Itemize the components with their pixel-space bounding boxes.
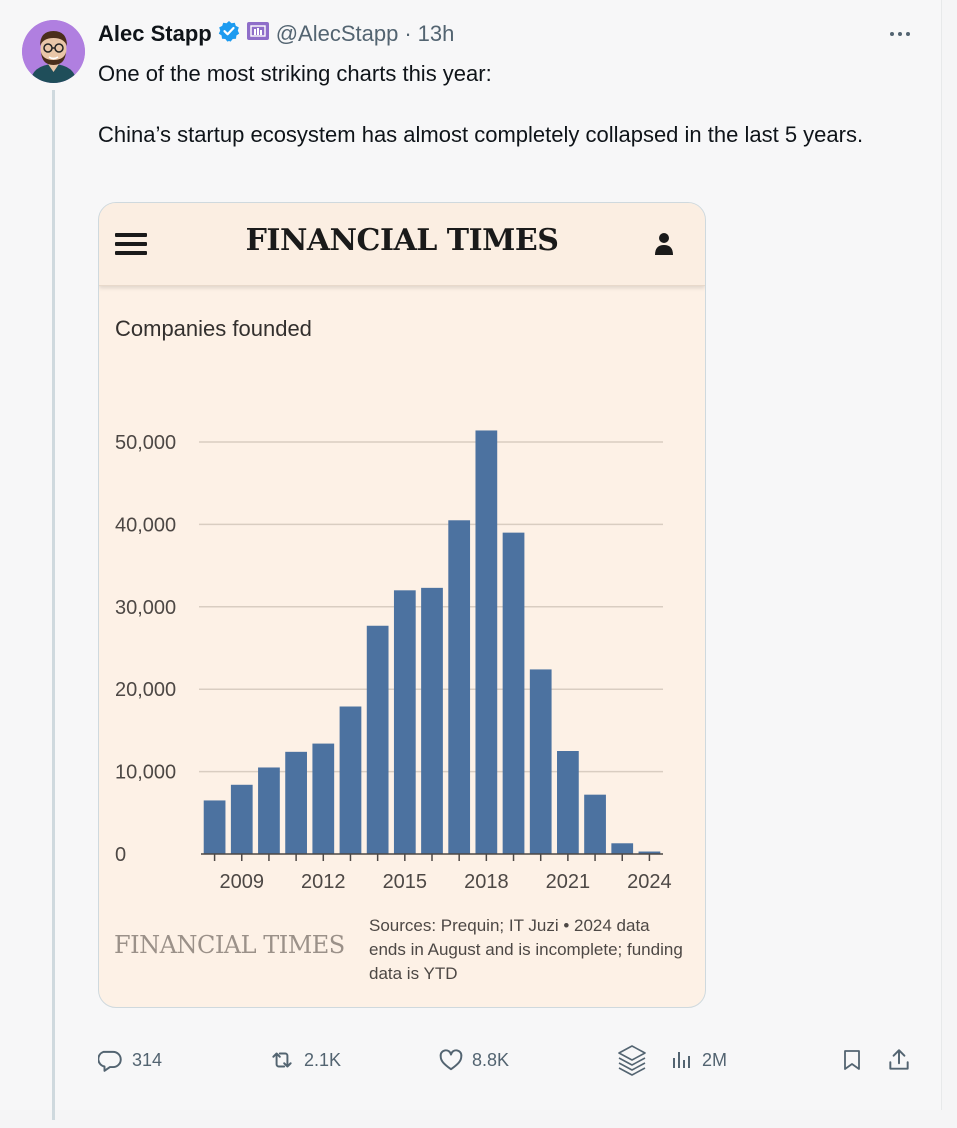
bar [475, 430, 498, 854]
more-options-icon[interactable] [884, 24, 916, 44]
repost-icon [272, 1052, 292, 1068]
author-avatar[interactable] [22, 20, 85, 83]
views-bar-icon [673, 1052, 690, 1068]
bar [448, 520, 471, 854]
heart-icon [439, 1049, 463, 1071]
affiliate-badge-icon[interactable] [246, 20, 270, 48]
bar [584, 794, 606, 854]
y-tick-label: 50,000 [115, 432, 176, 454]
reply-count: 314 [132, 1049, 163, 1070]
reply-button[interactable]: 314 [98, 1040, 162, 1080]
y-tick-label: 30,000 [115, 597, 176, 619]
hamburger-menu-icon [115, 233, 147, 255]
y-tick-label: 20,000 [115, 679, 176, 701]
bar [312, 743, 335, 854]
author-name[interactable]: Alec Stapp [98, 21, 212, 46]
author-handle[interactable]: @AlecStapp [275, 21, 399, 46]
grok-layers-button[interactable] [616, 1040, 648, 1080]
repost-button[interactable]: 2.1K [268, 1040, 341, 1080]
x-tick-label: 2021 [546, 871, 591, 893]
x-tick-label: 2015 [383, 871, 428, 893]
chart-sources: Sources: Prequin; IT Juzi • 2024 data en… [369, 916, 683, 983]
tweet-actions: 314 2.1K 8.8K 2M [98, 1040, 918, 1080]
header-separator: · [404, 21, 412, 46]
bookmark-button[interactable] [840, 1040, 864, 1080]
y-tick-label: 0 [115, 844, 126, 866]
bar [502, 532, 525, 854]
repost-count: 2.1K [304, 1049, 342, 1070]
verified-badge-icon [218, 20, 240, 48]
tweet-timestamp[interactable]: 13h [417, 21, 455, 46]
bookmark-icon [844, 1050, 860, 1070]
views-count: 2M [702, 1049, 728, 1070]
tweet-header: Alec Stapp @AlecStapp · 13h [98, 18, 454, 50]
bar [258, 767, 280, 854]
user-icon [653, 231, 675, 257]
y-tick-label: 40,000 [115, 514, 176, 536]
tweet-text-line-1: One of the most striking charts this yea… [98, 61, 492, 86]
x-tick-label: 2009 [220, 871, 265, 893]
bar [421, 587, 443, 854]
share-icon [889, 1049, 909, 1070]
bar [529, 669, 552, 854]
bar [611, 843, 634, 854]
views-button[interactable]: 2M [670, 1040, 727, 1080]
share-button[interactable] [886, 1040, 912, 1080]
ft-masthead: FINANCIAL TIMES [245, 223, 559, 258]
bar [638, 851, 661, 854]
layers-icon [618, 1045, 646, 1076]
ft-header-bar: FINANCIAL TIMES [99, 203, 705, 286]
tweet[interactable]: Alec Stapp @AlecStapp · 13h One of the m… [0, 0, 941, 1120]
chart-title: Companies founded [115, 316, 312, 341]
x-tick-label: 2012 [301, 871, 346, 893]
x-tick-label: 2024 [627, 871, 672, 893]
like-button[interactable]: 8.8K [438, 1040, 509, 1080]
like-count: 8.8K [472, 1049, 510, 1070]
x-tick-label: 2018 [464, 871, 509, 893]
ft-footer-logo: FINANCIAL TIMES [114, 931, 345, 959]
timeline-border [941, 0, 942, 1110]
reply-icon [98, 1050, 122, 1072]
bar [339, 706, 362, 854]
tweet-text: One of the most striking charts this yea… [98, 58, 918, 151]
bar-chart: 0 10,000 20,000 30,000 40,000 50,000 2009 2012 2… [115, 430, 672, 893]
bar [285, 751, 307, 854]
bar [393, 590, 416, 854]
bar [203, 800, 226, 854]
bar [230, 784, 253, 854]
thread-line [52, 90, 55, 1120]
bar [366, 625, 389, 854]
tweet-text-line-2: China’s startup ecosystem has almost com… [98, 122, 864, 147]
y-tick-label: 10,000 [115, 762, 176, 784]
bar [557, 751, 579, 854]
media-image[interactable]: FINANCIAL TIMES Companies founded 0 10,00… [98, 202, 706, 1008]
